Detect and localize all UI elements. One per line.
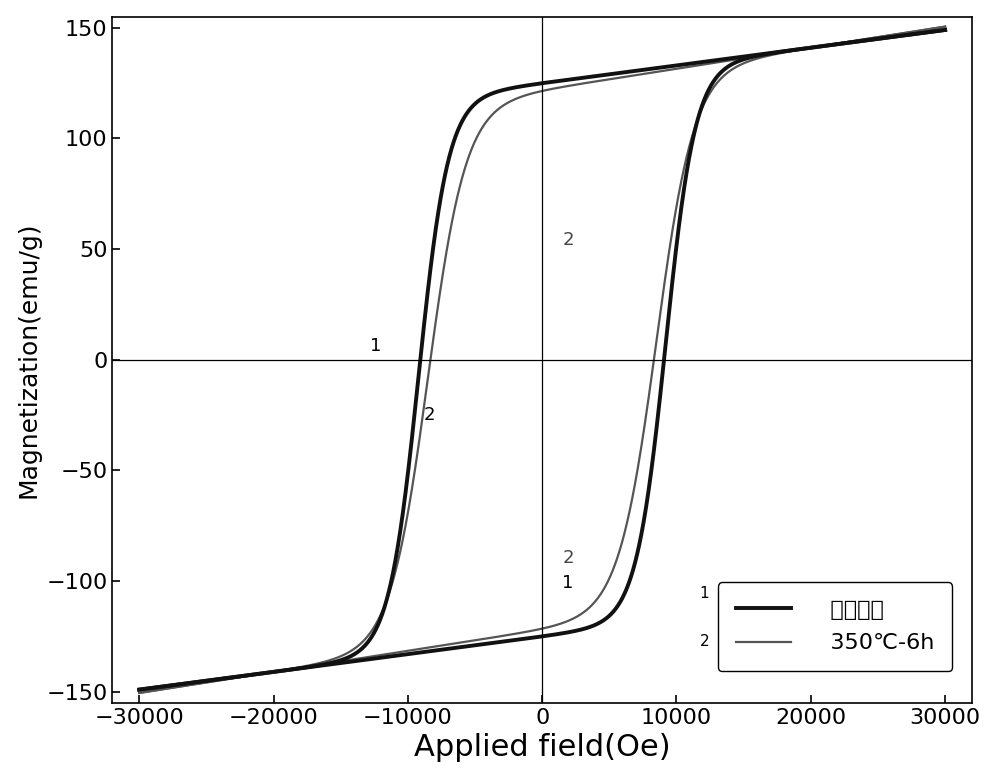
Text: 2: 2 — [424, 406, 435, 424]
Y-axis label: Magnetization(emu/g): Magnetization(emu/g) — [17, 221, 41, 498]
Text: 1: 1 — [700, 586, 709, 601]
Text: 2: 2 — [562, 549, 574, 567]
Text: 1: 1 — [370, 337, 382, 355]
X-axis label: Applied field(Oe): Applied field(Oe) — [414, 733, 670, 763]
Legend:    原始粉末,    350℃-6h: 原始粉末, 350℃-6h — [718, 583, 952, 671]
Text: 2: 2 — [700, 633, 709, 649]
Text: 1: 1 — [562, 574, 574, 592]
Text: 2: 2 — [562, 231, 574, 249]
